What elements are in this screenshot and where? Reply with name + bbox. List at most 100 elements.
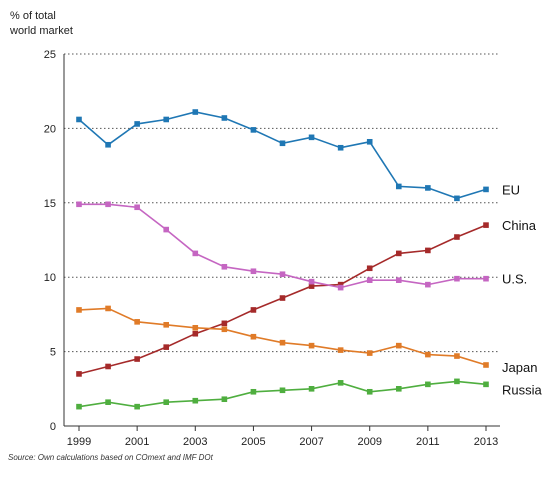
y-tick-label-20: 20 xyxy=(44,123,56,135)
data-point-japan-2011 xyxy=(425,351,431,358)
data-point-china-2013 xyxy=(483,222,489,228)
y-axis-label-line1: % of total xyxy=(10,10,56,22)
y-tick-labels: 0 5 10 15 20 25 xyxy=(44,49,56,433)
series-eu xyxy=(76,109,489,202)
series-label-china: China xyxy=(502,218,537,233)
data-point-eu-1999 xyxy=(76,116,82,123)
data-point-china-2008 xyxy=(337,281,344,288)
y-tick-label-15: 15 xyxy=(44,198,56,210)
data-point-us-2001 xyxy=(134,204,140,211)
data-point-us-2009 xyxy=(366,277,373,283)
data-point-eu-2010 xyxy=(395,183,402,190)
data-point-japan-1999 xyxy=(76,307,82,313)
data-point-japan-2010 xyxy=(395,342,402,349)
data-point-russia-1999 xyxy=(76,403,82,410)
series-labels: EU China U.S. Japan Russia xyxy=(502,182,543,397)
y-axis-label-line2: world market xyxy=(9,25,73,37)
data-point-us-2013 xyxy=(483,275,489,282)
series-label-eu: EU xyxy=(502,182,520,197)
data-point-eu-2000 xyxy=(105,141,111,148)
data-point-eu-2007 xyxy=(308,134,315,141)
data-point-china-2001 xyxy=(134,356,140,362)
data-point-us-2007 xyxy=(308,278,315,285)
data-point-eu-2001 xyxy=(134,121,140,127)
grid-lines xyxy=(64,53,500,353)
series-lines xyxy=(76,109,489,410)
axes xyxy=(63,54,500,427)
data-point-eu-2005 xyxy=(250,127,257,133)
data-point-china-2011 xyxy=(425,247,431,254)
data-point-russia-2000 xyxy=(105,399,111,405)
series-japan xyxy=(76,305,489,368)
data-point-eu-2013 xyxy=(483,186,489,193)
data-point-us-1999 xyxy=(76,201,82,208)
x-tick-label-2003: 2003 xyxy=(183,436,207,448)
data-point-china-2009 xyxy=(366,265,373,272)
data-point-china-1999 xyxy=(76,371,82,377)
data-point-china-2002 xyxy=(163,344,170,350)
data-point-china-2000 xyxy=(105,363,111,370)
source-note: Source: Own calculations based on COmext… xyxy=(8,453,214,462)
data-point-china-2006 xyxy=(279,295,286,301)
data-point-japan-2001 xyxy=(134,319,140,325)
data-point-japan-2004 xyxy=(221,326,228,333)
data-point-eu-2008 xyxy=(337,144,344,151)
data-point-russia-2013 xyxy=(483,381,489,388)
data-point-japan-2002 xyxy=(163,322,170,328)
x-tick-label-1999: 1999 xyxy=(67,436,91,448)
y-tick-label-10: 10 xyxy=(44,272,56,284)
data-point-eu-2009 xyxy=(366,138,373,145)
data-point-japan-2007 xyxy=(308,342,315,349)
y-tick-label-0: 0 xyxy=(50,421,56,433)
data-point-china-2007 xyxy=(308,283,315,289)
data-point-japan-2012 xyxy=(454,353,460,359)
data-point-china-2012 xyxy=(454,234,460,240)
data-point-us-2000 xyxy=(105,201,111,208)
data-point-eu-2006 xyxy=(279,140,286,147)
data-point-russia-2010 xyxy=(395,386,402,392)
data-point-eu-2004 xyxy=(221,115,228,121)
y-tick-label-25: 25 xyxy=(44,49,56,61)
series-china xyxy=(76,222,489,377)
data-point-russia-2011 xyxy=(425,381,431,388)
data-point-us-2012 xyxy=(454,275,460,282)
data-point-us-2002 xyxy=(163,226,170,233)
data-point-russia-2003 xyxy=(192,397,199,404)
data-point-eu-2012 xyxy=(454,195,460,202)
x-tick-label-2009: 2009 xyxy=(357,436,381,448)
data-point-russia-2006 xyxy=(279,387,286,394)
data-point-us-2005 xyxy=(250,268,257,275)
series-label-japan: Japan xyxy=(502,360,537,375)
data-point-china-2003 xyxy=(192,330,199,337)
series-line-russia xyxy=(78,380,487,408)
data-point-us-2008 xyxy=(337,284,344,291)
data-point-eu-2002 xyxy=(163,116,170,123)
x-tick-label-2013: 2013 xyxy=(474,436,498,448)
series-us xyxy=(76,201,489,291)
data-point-russia-2002 xyxy=(163,399,170,405)
data-point-us-2006 xyxy=(279,271,286,278)
data-point-china-2005 xyxy=(250,307,257,313)
x-tick-label-2011: 2011 xyxy=(416,436,440,448)
data-point-china-2010 xyxy=(395,250,402,257)
series-line-eu xyxy=(78,111,487,200)
data-point-russia-2009 xyxy=(366,388,373,395)
x-tick-label-2005: 2005 xyxy=(241,436,265,448)
data-point-us-2004 xyxy=(221,263,228,270)
data-point-japan-2003 xyxy=(192,324,199,331)
x-tick-label-2007: 2007 xyxy=(299,436,323,448)
data-point-russia-2004 xyxy=(221,396,228,403)
data-point-eu-2011 xyxy=(425,185,431,191)
data-point-russia-2008 xyxy=(337,380,344,386)
series-line-japan xyxy=(78,307,487,366)
data-point-russia-2007 xyxy=(308,386,315,392)
series-russia xyxy=(76,378,489,410)
data-point-japan-2006 xyxy=(279,339,286,346)
data-point-japan-2008 xyxy=(337,347,344,353)
data-point-japan-2000 xyxy=(105,305,111,312)
data-point-us-2011 xyxy=(425,281,431,288)
data-point-japan-2005 xyxy=(250,333,257,340)
data-point-russia-2012 xyxy=(454,378,460,385)
